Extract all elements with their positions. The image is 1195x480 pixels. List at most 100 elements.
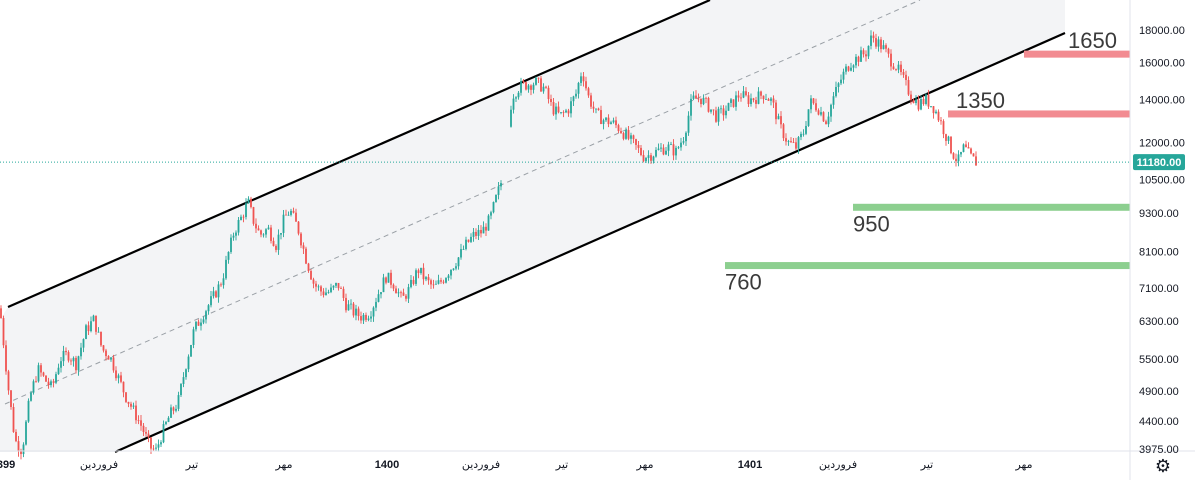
candle-body xyxy=(340,288,342,289)
candle-body xyxy=(472,231,475,237)
candle xyxy=(477,224,480,240)
candle xyxy=(222,273,225,289)
candle-body xyxy=(487,215,490,231)
candle-body xyxy=(852,65,855,68)
y-tick-label: 4400.00 xyxy=(1139,416,1179,428)
candle-body xyxy=(5,345,7,372)
candle xyxy=(177,391,180,412)
candle xyxy=(205,309,207,324)
candle xyxy=(870,30,872,50)
candle-body xyxy=(255,223,257,229)
level-bar-760[interactable] xyxy=(725,262,1130,270)
candle-body xyxy=(60,361,62,368)
candle xyxy=(572,95,575,107)
last-price-tag xyxy=(1133,154,1185,171)
candle xyxy=(735,91,737,111)
candle-body xyxy=(130,403,132,407)
candle xyxy=(877,36,880,52)
candle xyxy=(0,305,2,319)
candle xyxy=(380,292,382,299)
channel-lower-line[interactable] xyxy=(114,31,1066,454)
level-bar-1350[interactable] xyxy=(948,110,1130,118)
candle xyxy=(302,242,305,254)
candle xyxy=(820,106,822,117)
candle xyxy=(412,276,415,286)
candle xyxy=(277,229,280,255)
candle xyxy=(577,81,580,99)
candle-body xyxy=(442,281,445,283)
candle xyxy=(162,420,165,444)
candle-body xyxy=(300,233,302,246)
candle-body xyxy=(785,138,787,142)
candle xyxy=(360,311,362,324)
level-bar-1650[interactable] xyxy=(1024,50,1130,58)
y-tick-label: 14000.00 xyxy=(1139,95,1185,107)
candle-body xyxy=(452,268,455,270)
candle xyxy=(307,262,310,273)
candle xyxy=(510,105,512,128)
candle xyxy=(797,136,800,154)
candle-body xyxy=(975,156,977,166)
candle xyxy=(787,139,790,146)
candle-body xyxy=(292,210,295,213)
candle xyxy=(705,96,707,104)
candle xyxy=(135,400,137,424)
candle-body xyxy=(745,91,747,96)
candle-body xyxy=(387,272,390,283)
candle-body xyxy=(125,392,127,402)
candle-body xyxy=(335,282,337,286)
candle xyxy=(72,356,75,367)
candle-body xyxy=(445,278,447,283)
candle xyxy=(370,311,372,323)
candle xyxy=(140,415,142,431)
candle xyxy=(260,229,262,238)
candle xyxy=(315,280,317,292)
candle-body xyxy=(827,116,830,125)
candle xyxy=(352,301,355,318)
candle-body xyxy=(565,110,567,113)
candle-body xyxy=(912,99,915,104)
gear-icon[interactable]: ⚙ xyxy=(1154,456,1172,476)
y-tick-label: 18000.00 xyxy=(1139,25,1185,37)
candle-body xyxy=(970,148,972,154)
candle xyxy=(622,131,625,141)
candle xyxy=(312,277,315,289)
candle xyxy=(487,214,490,231)
candle-body xyxy=(185,369,187,378)
candle-body xyxy=(535,77,537,85)
candle-body xyxy=(32,381,35,393)
candle xyxy=(907,76,910,97)
x-tick-label: فروردین xyxy=(819,459,857,471)
candle-body xyxy=(692,95,695,99)
candle-body xyxy=(162,424,165,443)
candle xyxy=(335,282,337,288)
candle xyxy=(930,106,932,108)
candle-body xyxy=(187,356,190,370)
candle xyxy=(525,81,527,91)
candle-body xyxy=(840,79,842,84)
candle xyxy=(317,284,320,291)
candle xyxy=(290,208,292,217)
candle-body xyxy=(110,357,112,360)
candle xyxy=(120,371,122,384)
candle-body xyxy=(420,267,422,274)
price-levels[interactable]: 1650 1350 950 760 xyxy=(725,28,1130,295)
candle xyxy=(570,96,572,118)
level-bar-950[interactable] xyxy=(853,203,1130,211)
regression-channel[interactable] xyxy=(0,0,1066,454)
candle-body xyxy=(665,150,667,155)
candle xyxy=(10,389,12,410)
y-tick-label: 9300.00 xyxy=(1139,208,1179,220)
candle xyxy=(32,379,35,395)
candle-body xyxy=(202,319,205,323)
candle xyxy=(130,401,132,410)
candle xyxy=(605,117,607,123)
candle-body xyxy=(875,38,877,47)
candle-body xyxy=(157,444,160,448)
channel-upper-line[interactable] xyxy=(7,0,711,309)
candle xyxy=(132,402,135,410)
candle xyxy=(25,420,27,446)
channel-mid-line[interactable] xyxy=(4,0,921,405)
candle-body xyxy=(742,91,745,98)
